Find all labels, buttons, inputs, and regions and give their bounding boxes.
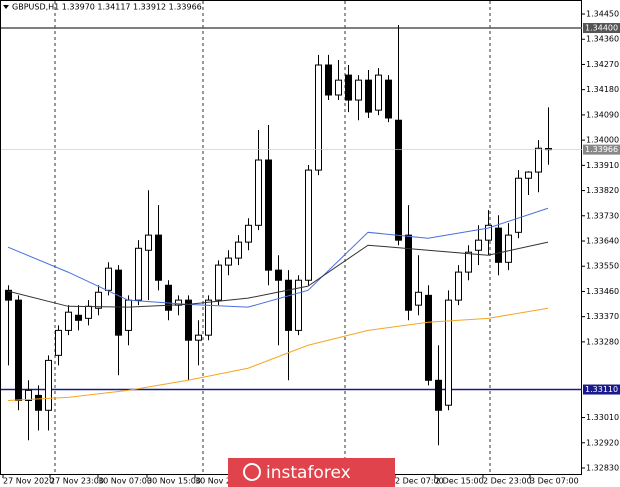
y-tick-label: 1.32830 bbox=[586, 463, 619, 472]
y-tick-label: 1.34090 bbox=[586, 110, 619, 119]
header-arrow bbox=[3, 5, 9, 9]
y-tick-label: 1.34450 bbox=[586, 10, 619, 19]
y-tick-label: 1.34270 bbox=[586, 60, 619, 69]
candle-body bbox=[305, 169, 312, 281]
candle-body bbox=[435, 379, 442, 411]
x-tick-label: 2 Dec 07:00 bbox=[395, 477, 444, 486]
x-tick-label: 27 Nov 2020 bbox=[3, 477, 54, 486]
moving-average bbox=[7, 207, 549, 308]
candle-body bbox=[155, 234, 162, 281]
candle-body bbox=[105, 267, 112, 291]
candle-body bbox=[385, 79, 392, 119]
x-tick-label: 3 Dec 07:00 bbox=[530, 477, 579, 486]
candle-body bbox=[295, 279, 302, 331]
candle-body bbox=[415, 291, 422, 306]
y-tick-label: 1.33820 bbox=[586, 186, 619, 195]
watermark-box bbox=[228, 458, 395, 487]
candle-body bbox=[395, 119, 402, 241]
y-tick-label: 1.33460 bbox=[586, 287, 619, 296]
x-tick-label: 2 Dec 23:00 bbox=[483, 477, 532, 486]
y-tick-label: 1.33280 bbox=[586, 337, 619, 346]
chart-title: GBPUSD,H1 1.33970 1.34117 1.33912 1.3396… bbox=[12, 3, 202, 12]
x-tick-label: 27 Nov 23:00 bbox=[50, 477, 104, 486]
price-label-box bbox=[583, 144, 620, 155]
candle-body bbox=[355, 79, 362, 101]
candle-body bbox=[185, 299, 192, 341]
y-tick-label: 1.34180 bbox=[586, 85, 619, 94]
candle-body bbox=[205, 299, 212, 336]
candle-body bbox=[215, 264, 222, 301]
candle-body bbox=[35, 394, 42, 411]
candle-body bbox=[55, 329, 62, 356]
y-tick-label: 1.33730 bbox=[586, 211, 619, 220]
y-tick-label: 1.33910 bbox=[586, 161, 619, 170]
candle-body bbox=[465, 251, 472, 273]
candle-body bbox=[495, 227, 502, 263]
x-tick-label: 30 Nov 23:00 bbox=[195, 477, 249, 486]
candle-body bbox=[345, 74, 352, 101]
y-tick-label: 1.34000 bbox=[586, 136, 619, 145]
x-tick-label: 2 Dec 15:00 bbox=[435, 477, 484, 486]
candle-body bbox=[125, 299, 132, 331]
y-tick-label: 1.33640 bbox=[586, 237, 619, 246]
candle-body bbox=[315, 64, 322, 171]
candle-body bbox=[535, 147, 542, 173]
candle-body bbox=[265, 159, 272, 271]
candle-body bbox=[135, 247, 142, 301]
y-tick-label: 1.33010 bbox=[586, 413, 619, 422]
candle-body bbox=[255, 159, 262, 226]
level-label-box bbox=[583, 23, 620, 34]
candle-body bbox=[325, 64, 332, 96]
candle-body bbox=[335, 79, 342, 96]
level-label: 1.33110 bbox=[585, 385, 618, 394]
x-tick-label: 30 Nov 15:00 bbox=[147, 477, 201, 486]
y-tick-label: 1.32920 bbox=[586, 438, 619, 447]
candle-body bbox=[365, 79, 372, 113]
candle-body bbox=[195, 334, 202, 341]
candle-body bbox=[75, 314, 82, 321]
candle-body bbox=[505, 234, 512, 263]
candle-body bbox=[515, 177, 522, 233]
candle-body bbox=[25, 389, 32, 401]
candle-body bbox=[85, 305, 92, 319]
candle-body bbox=[425, 294, 432, 381]
x-tick-label: 30 Nov 07:00 bbox=[98, 477, 152, 486]
y-tick-label: 1.33370 bbox=[586, 312, 619, 321]
level-label: 1.34400 bbox=[585, 24, 618, 33]
candle-body bbox=[45, 359, 52, 411]
candle-body bbox=[15, 299, 22, 401]
candle-body bbox=[65, 311, 72, 331]
candle-body bbox=[275, 269, 282, 281]
candle-body bbox=[285, 279, 292, 331]
candle-body bbox=[375, 74, 382, 111]
candle-body bbox=[165, 284, 172, 311]
candle-body bbox=[245, 224, 252, 243]
candle-body bbox=[115, 269, 122, 336]
moving-average bbox=[7, 307, 549, 401]
candle-body bbox=[235, 241, 242, 259]
candle-body bbox=[455, 271, 462, 301]
candle-body bbox=[95, 291, 102, 309]
price-label: 1.33966 bbox=[585, 145, 618, 154]
candle-body bbox=[225, 257, 232, 266]
y-tick-label: 1.34360 bbox=[586, 35, 619, 44]
candle-body bbox=[445, 299, 452, 406]
candle-body bbox=[485, 224, 492, 241]
plot-frame bbox=[0, 0, 582, 475]
candle-body bbox=[5, 289, 12, 301]
candle-body bbox=[525, 171, 532, 179]
level-label-box bbox=[583, 384, 620, 395]
candle-body bbox=[405, 234, 412, 311]
watermark: instaforex bbox=[266, 463, 351, 483]
candle-body bbox=[475, 239, 482, 251]
watermark-icon bbox=[243, 463, 261, 481]
moving-average bbox=[7, 241, 549, 308]
y-tick-label: 1.33550 bbox=[586, 262, 619, 271]
candle-body bbox=[145, 234, 152, 251]
